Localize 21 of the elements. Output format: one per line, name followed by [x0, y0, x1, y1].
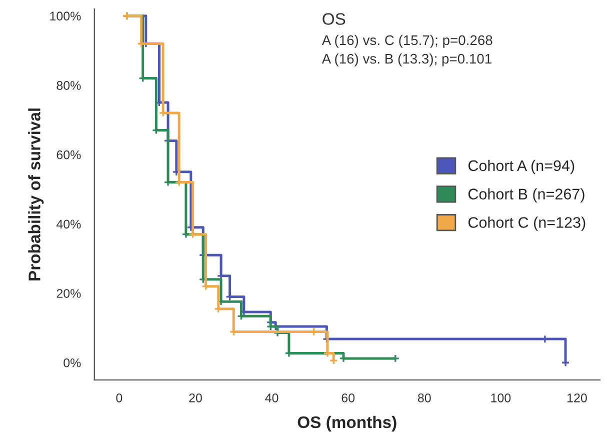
x-tick-label: 120	[568, 393, 587, 402]
y-axis-title: Probability of survival	[28, 108, 44, 280]
x-tick-label: 40	[265, 393, 278, 402]
x-axis-title: OS (months)	[298, 416, 396, 432]
legend-label: Cohort A (n=94)	[468, 160, 574, 174]
annotation: OS	[322, 13, 346, 25]
x-tick-label: 80	[418, 393, 431, 402]
annotation: A (16) vs. B (13.3); p=0.101	[322, 53, 492, 66]
y-tick-label: 100%	[50, 12, 81, 21]
x-tick-label: 60	[342, 393, 355, 402]
legend-label: Cohort C (n=123)	[468, 216, 586, 231]
annotation: A (16) vs. C (15.7); p=0.268	[322, 34, 492, 48]
legend-label: Cohort B (n=267)	[468, 188, 584, 203]
x-tick-label: 20	[189, 393, 202, 402]
x-tick-label: 0	[116, 393, 122, 402]
y-tick-label: 0%	[64, 358, 81, 368]
x-tick-label: 100	[491, 393, 511, 402]
y-tick-label: 20%	[56, 289, 81, 298]
y-tick-label: 40%	[56, 220, 81, 229]
y-tick-label: 80%	[56, 81, 81, 90]
y-tick-label: 60%	[56, 150, 81, 160]
